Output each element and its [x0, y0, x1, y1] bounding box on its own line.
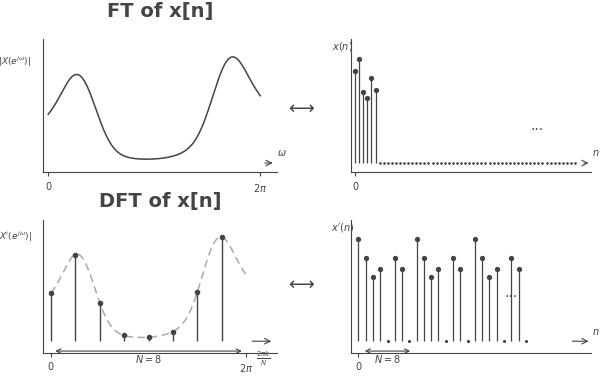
Text: $\frac{2\pi k}{N}$: $\frac{2\pi k}{N}$	[256, 350, 270, 368]
Text: $\longleftrightarrow$: $\longleftrightarrow$	[285, 275, 315, 293]
Text: $N=8$: $N=8$	[135, 353, 162, 365]
Text: $|X(e^{j\omega})|$: $|X(e^{j\omega})|$	[0, 54, 31, 69]
Text: DFT of x[n]: DFT of x[n]	[99, 192, 221, 211]
Text: n: n	[592, 148, 598, 158]
Text: $N=8$: $N=8$	[374, 353, 401, 365]
Text: $|X'(e^{j\omega})|$: $|X'(e^{j\omega})|$	[0, 230, 32, 244]
Text: FT of x[n]: FT of x[n]	[107, 2, 213, 21]
Text: $x'(n)$: $x'(n)$	[331, 221, 355, 234]
Text: n: n	[593, 327, 599, 337]
Text: $x(n)$: $x(n)$	[332, 40, 353, 53]
Text: $\omega$: $\omega$	[277, 148, 286, 158]
Text: ...: ...	[530, 119, 543, 133]
Text: $\longleftrightarrow$: $\longleftrightarrow$	[285, 99, 315, 117]
Text: ...: ...	[504, 286, 517, 300]
